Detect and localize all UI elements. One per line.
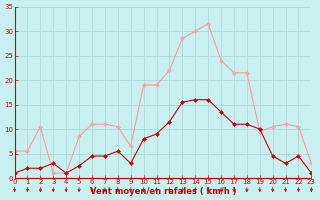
X-axis label: Vent moyen/en rafales ( km/h ): Vent moyen/en rafales ( km/h ) bbox=[90, 187, 236, 196]
